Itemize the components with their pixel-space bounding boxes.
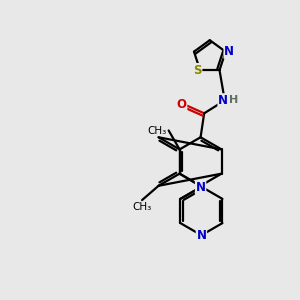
Text: N: N <box>196 229 206 242</box>
Text: CH₃: CH₃ <box>133 202 152 212</box>
Text: N: N <box>196 182 206 194</box>
Text: CH₃: CH₃ <box>147 125 167 136</box>
Text: H: H <box>230 95 239 105</box>
Text: N: N <box>218 94 228 107</box>
Text: S: S <box>193 64 202 77</box>
Text: N: N <box>224 45 234 58</box>
Text: O: O <box>177 98 187 111</box>
